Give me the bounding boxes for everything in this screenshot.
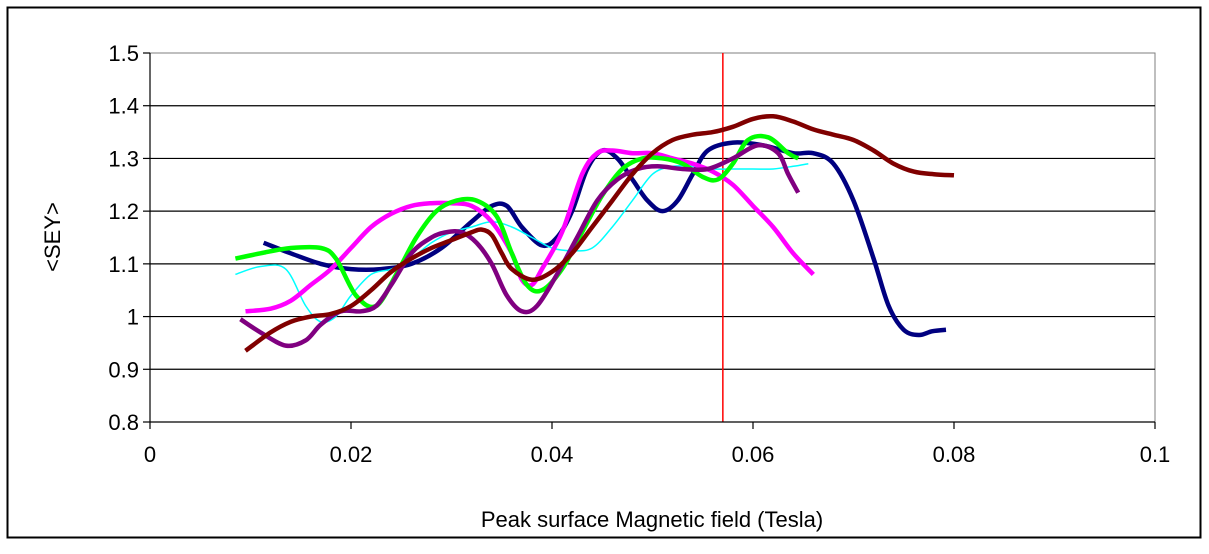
y-tick-label: 1 [127,305,139,330]
tick-labels: 0.8 0.9 1 1.1 1.2 1.3 1.4 1.5 0 0.02 0.04 0.06 0.08 0… [108,41,1170,467]
series-line-1 [262,140,947,338]
x-tick-label: 0.06 [732,442,775,467]
series-line-3 [245,148,815,314]
series-group [234,113,955,353]
x-tick-label: 0 [144,442,156,467]
y-tick-label: 1.5 [108,41,139,66]
x-tick-label: 0.08 [933,442,976,467]
y-tick-label: 1.3 [108,146,139,171]
x-tick-label: 0.1 [1140,442,1171,467]
x-tick-label: 0.04 [531,442,574,467]
y-tick-label: 0.9 [108,357,139,382]
x-tick-label: 0.02 [330,442,373,467]
y-tick-label: 0.8 [108,410,139,435]
y-tick-label: 1.1 [108,252,139,277]
axes [143,52,1156,429]
series-line-4 [234,133,800,310]
y-axis-label: <SEY> [40,202,65,272]
plot-area [149,52,1156,423]
y-tick-label: 1.4 [108,94,139,119]
y-tick-label: 1.2 [108,199,139,224]
x-axis-label: Peak surface Magnetic field (Tesla) [481,507,823,532]
series-line-6 [244,113,955,353]
